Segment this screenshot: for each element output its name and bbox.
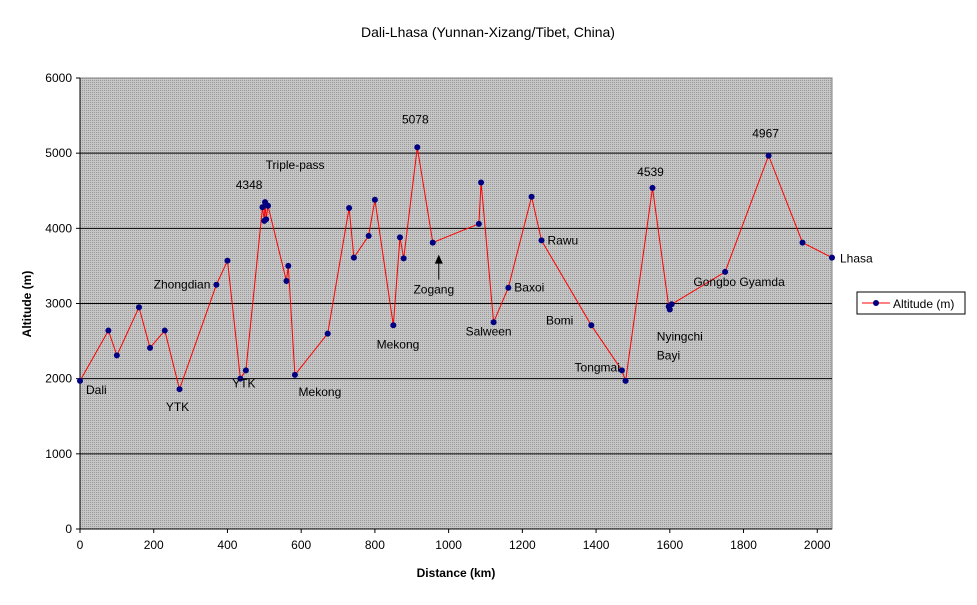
- data-point: [400, 255, 407, 262]
- legend-series-label: Altitude (m): [893, 297, 954, 311]
- legend-marker-sample: [873, 300, 879, 306]
- x-tick-label: 1400: [583, 538, 610, 552]
- data-point: [668, 301, 675, 308]
- data-point: [291, 371, 298, 378]
- x-tick-label: 1200: [509, 538, 536, 552]
- x-tick-label: 0: [77, 538, 84, 552]
- annotation-label: Zhongdian: [154, 278, 211, 292]
- data-point: [265, 202, 271, 209]
- data-point: [666, 306, 673, 313]
- data-point: [365, 232, 372, 239]
- data-point: [538, 237, 545, 244]
- tick-labels: 0 1000 2000 3000 4000 5000 6000 0 200 400 600 800 10…: [45, 71, 831, 552]
- data-point: [622, 377, 629, 384]
- data-point: [396, 234, 403, 241]
- y-tick-label: 1000: [45, 447, 72, 461]
- annotation-label: Gongbo Gyamda: [693, 275, 785, 289]
- data-point: [242, 367, 249, 374]
- data-point: [829, 254, 835, 261]
- data-point: [105, 327, 112, 334]
- data-point: [649, 184, 656, 191]
- y-tick-label: 0: [65, 522, 72, 536]
- data-point: [135, 304, 142, 311]
- data-point: [478, 179, 485, 186]
- annotation-label: Bomi: [546, 313, 573, 327]
- x-tick-label: 1600: [656, 538, 683, 552]
- data-point: [176, 386, 183, 393]
- x-tick-label: 1000: [435, 538, 462, 552]
- annotation-label: Nyingchi: [657, 330, 703, 344]
- data-point: [722, 268, 729, 275]
- annotation-label: Baxoi: [514, 281, 544, 295]
- data-point: [429, 239, 436, 246]
- y-tick-label: 6000: [45, 71, 72, 85]
- data-point: [213, 281, 220, 288]
- data-point: [765, 152, 772, 159]
- x-tick-label: 200: [144, 538, 164, 552]
- annotation-label: 4348: [236, 178, 263, 192]
- data-point: [161, 327, 168, 334]
- annotation-label: Rawu: [548, 233, 579, 247]
- data-point: [263, 216, 270, 223]
- y-tick-label: 3000: [45, 297, 72, 311]
- zogang-arrow-head: [434, 254, 443, 264]
- data-point: [147, 344, 154, 351]
- annotation-label: 5078: [402, 112, 429, 126]
- data-point: [224, 257, 231, 264]
- annotation-label: Salween: [466, 324, 512, 338]
- series-line: [79, 147, 833, 391]
- data-point: [799, 239, 806, 246]
- annotation-label: Tongmai: [575, 360, 620, 374]
- legend: Altitude (m): [856, 291, 966, 315]
- x-tick-label: 800: [365, 538, 385, 552]
- axes: [76, 77, 832, 533]
- data-point: [588, 322, 595, 329]
- annotation-label: Lhasa: [840, 252, 873, 266]
- annotation-label: Dali: [86, 383, 107, 397]
- annotation-label: Triple-pass: [266, 158, 325, 172]
- data-point: [475, 220, 482, 227]
- x-tick-label: 2000: [804, 538, 831, 552]
- annotation-label: 4967: [752, 127, 779, 141]
- data-point: [259, 204, 266, 211]
- gridlines: [80, 152, 832, 455]
- x-tick-label: 400: [217, 538, 237, 552]
- data-point: [346, 205, 353, 212]
- data-point: [390, 322, 397, 329]
- altitude-series-line: [79, 147, 833, 391]
- x-axis-title: Distance (km): [417, 566, 496, 580]
- annotation-label: Zogang: [413, 283, 454, 297]
- data-point: [505, 284, 512, 291]
- annotation-label: YTK: [232, 376, 255, 390]
- data-point: [618, 367, 625, 374]
- data-point: [490, 319, 497, 326]
- annotation-label: Mekong: [377, 337, 420, 351]
- data-point: [77, 377, 83, 384]
- y-tick-label: 4000: [45, 221, 72, 235]
- y-tick-label: 2000: [45, 372, 72, 386]
- data-point: [285, 262, 292, 269]
- annotation-label: YTK: [166, 400, 189, 414]
- chart-title: Dali-Lhasa (Yunnan-Xizang/Tibet, China): [361, 24, 615, 40]
- y-axis-title: Altitude (m): [20, 271, 34, 338]
- data-point: [350, 254, 357, 261]
- data-point: [414, 144, 421, 151]
- x-tick-label: 600: [291, 538, 311, 552]
- data-point: [528, 193, 535, 200]
- data-point: [324, 330, 331, 337]
- annotation-label: Mekong: [299, 385, 342, 399]
- data-point: [237, 375, 244, 382]
- legend-box: [856, 291, 966, 315]
- annotation-label: Bayi: [657, 349, 680, 363]
- data-point: [371, 196, 378, 203]
- data-point: [113, 352, 120, 359]
- x-tick-label: 1800: [730, 538, 757, 552]
- annotation-label: 4539: [637, 165, 664, 179]
- y-tick-label: 5000: [45, 146, 72, 160]
- data-point: [283, 277, 290, 284]
- data-markers: [77, 144, 835, 393]
